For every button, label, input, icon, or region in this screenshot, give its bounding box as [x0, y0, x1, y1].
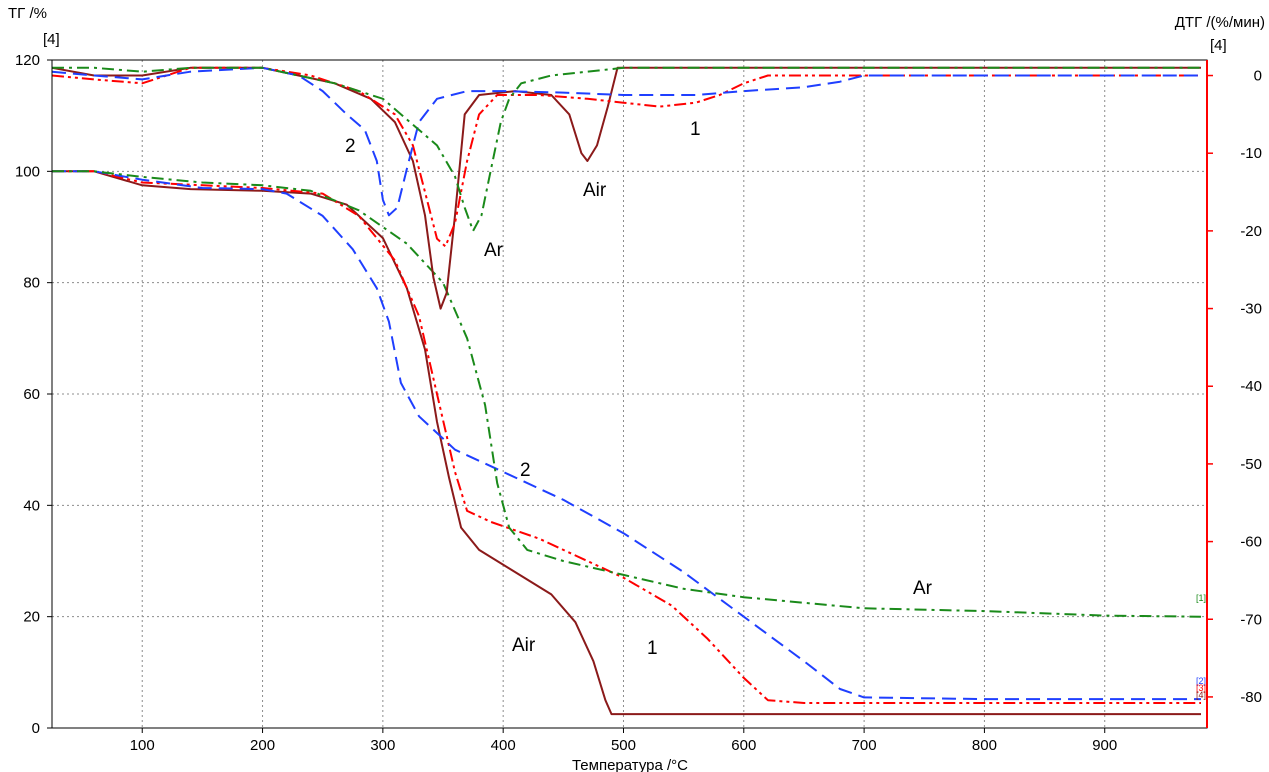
dtg-curve-3 — [51, 66, 1201, 217]
x-tick-label: 500 — [611, 737, 636, 754]
x-axis-title: Температура /°C — [572, 757, 688, 772]
tg-curve-2 — [52, 170, 1201, 704]
annotation-dtg-1: 1 — [690, 119, 701, 140]
y-left-tick-label: 100 — [15, 163, 40, 180]
y-right-tick-label: -20 — [1240, 223, 1262, 240]
end-marker-4: [4] — [1196, 690, 1206, 700]
x-axis: 100 200 300 400 500 600 700 800 900 — [130, 728, 1117, 754]
annotation-dtg-2: 2 — [345, 136, 356, 157]
y-left-tick-label: 120 — [15, 52, 40, 69]
y-right-tick-label: -10 — [1240, 145, 1262, 162]
y-axis-left-title: ТГ /% — [8, 5, 47, 22]
y-right-tick-label: -40 — [1240, 378, 1262, 395]
y-right-tick-label: -30 — [1240, 301, 1262, 318]
tg-curve-4 — [52, 170, 1202, 618]
end-marker-1: [1] — [1196, 593, 1206, 603]
y-left-tick-label: 20 — [23, 609, 40, 626]
left-axis-marker: [4] — [43, 31, 60, 48]
x-tick-label: 800 — [972, 737, 997, 754]
y-left-tick-label: 40 — [23, 497, 40, 514]
annotation-dtg-ar: Ar — [484, 240, 504, 261]
dtg-curve-4 — [52, 66, 1201, 232]
plot-area — [52, 60, 1207, 728]
y-right-tick-label: -60 — [1240, 534, 1262, 551]
y-left-tick-label: 0 — [32, 720, 40, 737]
y-left-tick-label: 60 — [23, 386, 40, 403]
y-axis-right: 0 -10 -20 -30 -40 -50 -60 -70 -80 — [1207, 68, 1262, 706]
x-tick-label: 700 — [852, 737, 877, 754]
x-tick-label: 200 — [250, 737, 275, 754]
y-right-tick-label: -50 — [1240, 456, 1262, 473]
end-marker-2: [2] — [1196, 676, 1206, 686]
annotation-tg-1: 1 — [647, 638, 658, 659]
right-axis-marker: [4] — [1210, 37, 1227, 54]
annotation-tg-air: Air — [512, 635, 536, 656]
y-axis-right-title: ДТГ /(%/мин) — [1175, 14, 1265, 31]
y-left-tick-label: 80 — [23, 275, 40, 292]
y-right-tick-label: 0 — [1254, 68, 1262, 85]
end-marker-3: [3] — [1196, 683, 1206, 693]
annotation-tg-ar: Ar — [913, 578, 933, 599]
x-tick-label: 900 — [1092, 737, 1117, 754]
tg-curve-3 — [52, 170, 1201, 701]
x-tick-label: 100 — [130, 737, 155, 754]
x-tick-label: 400 — [491, 737, 516, 754]
series-group — [51, 66, 1202, 716]
grid — [52, 60, 1207, 728]
annotation-tg-2: 2 — [520, 460, 531, 481]
tg-curve-1 — [52, 170, 1201, 716]
annotation-dtg-air: Air — [583, 180, 607, 201]
y-right-tick-label: -70 — [1240, 611, 1262, 628]
y-right-tick-label: -80 — [1240, 689, 1262, 706]
x-tick-label: 300 — [370, 737, 395, 754]
x-tick-label: 600 — [731, 737, 756, 754]
y-axis-left: 0 20 40 60 80 100 120 — [15, 52, 52, 737]
